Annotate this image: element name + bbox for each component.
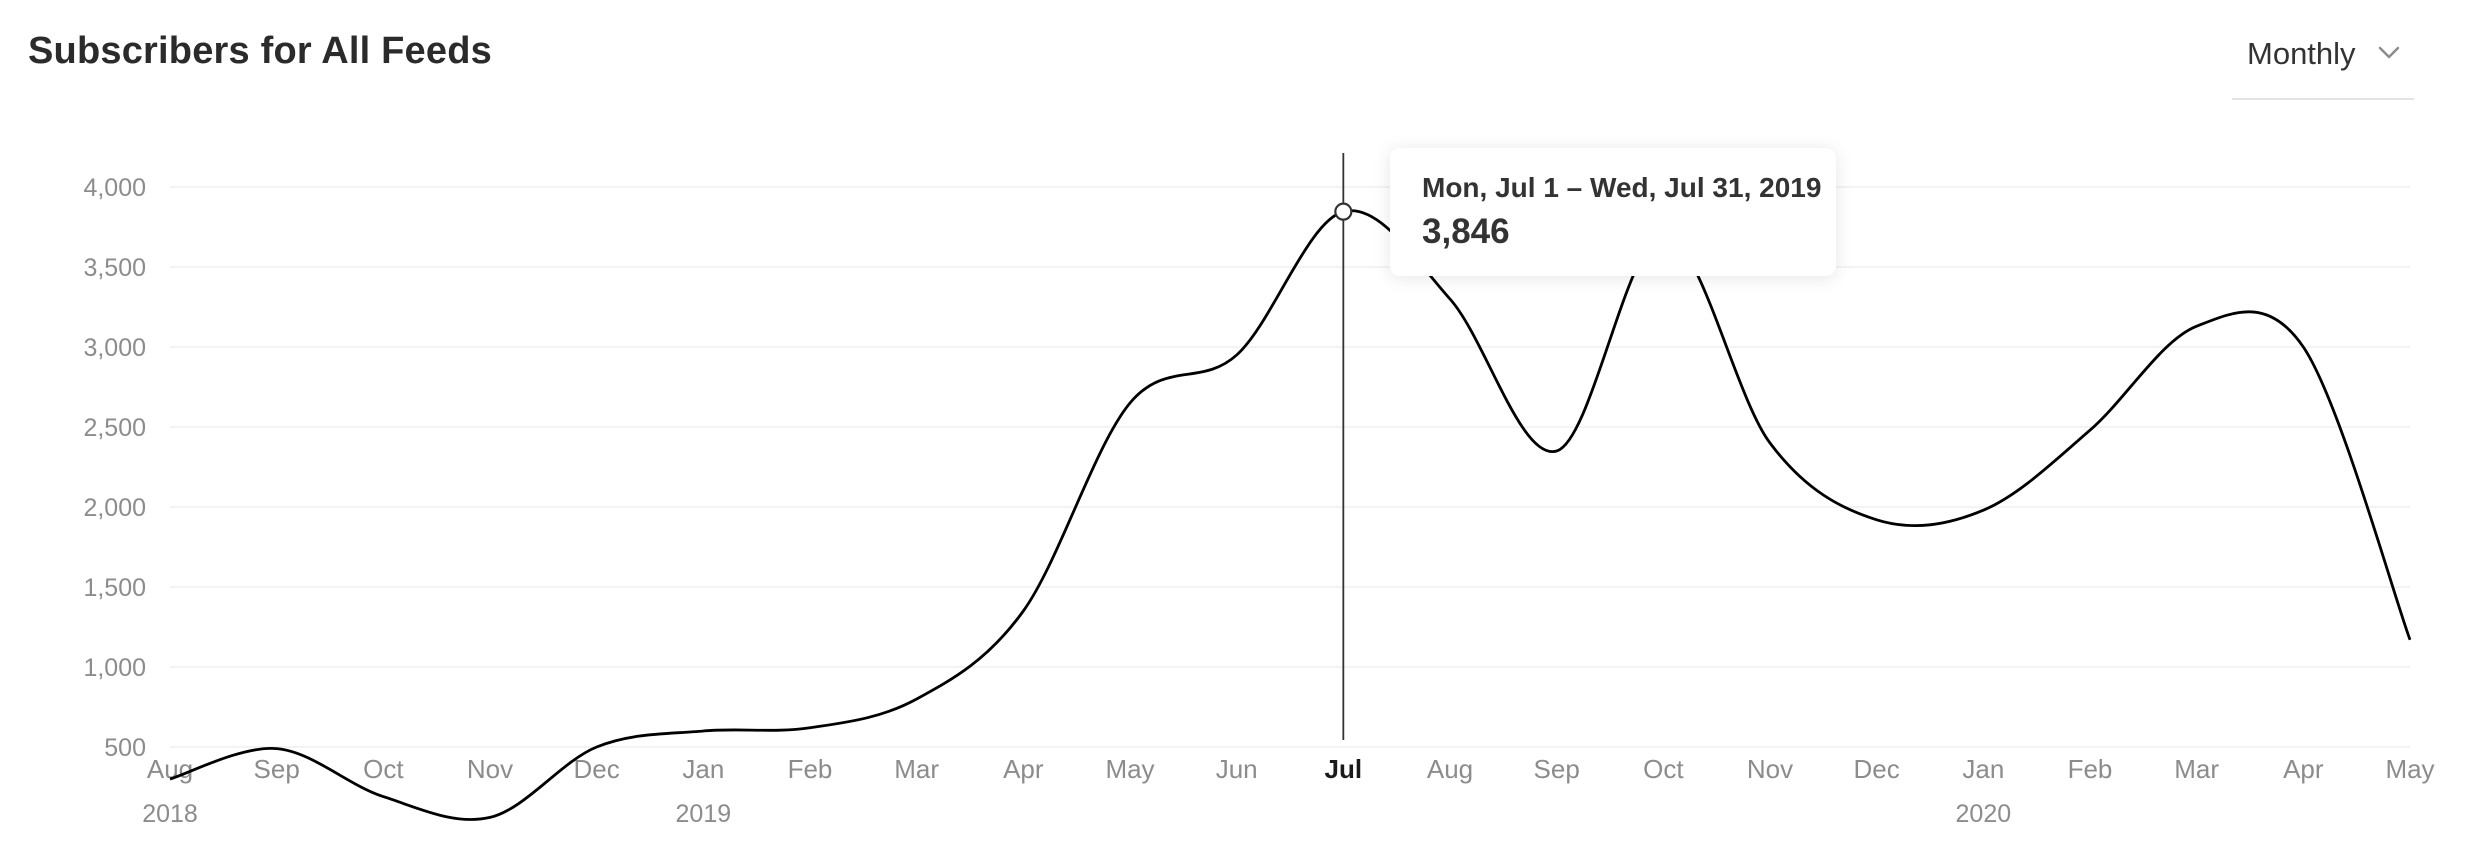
x-tick-label: Nov — [1747, 754, 1793, 784]
x-tick-label: Feb — [2068, 754, 2113, 784]
x-tick-label: Sep — [1534, 754, 1580, 784]
y-tick-label: 2,500 — [83, 414, 146, 442]
x-axis: Aug Sep Oct Nov Dec Jan Feb Mar Apr May Jun Jul Aug S… — [142, 754, 2434, 828]
y-tick-label: 4,000 — [83, 174, 146, 202]
x-year-label: 2018 — [142, 800, 198, 828]
page-title: Subscribers for All Feeds — [28, 30, 492, 72]
x-tick-label: May — [2385, 754, 2434, 784]
x-tick-label: Oct — [363, 754, 404, 784]
x-tick-label: Mar — [894, 754, 939, 784]
x-tick-label: Oct — [1643, 754, 1684, 784]
y-tick-label: 1,500 — [83, 574, 146, 602]
x-tick-label: Aug — [147, 754, 193, 784]
x-tick-label: Aug — [1427, 754, 1473, 784]
hover-layer — [1334, 153, 1353, 740]
y-tick-label: 3,000 — [83, 334, 146, 362]
x-tick-label: Jan — [682, 754, 724, 784]
x-tick-label: Mar — [2174, 754, 2219, 784]
series-line — [169, 209, 2412, 821]
tooltip-date-range: Mon, Jul 1 – Wed, Jul 31, 2019 — [1422, 172, 1822, 203]
x-tick-label: May — [1105, 754, 1154, 784]
y-tick-label: 2,000 — [83, 494, 146, 522]
x-tick-label: Feb — [788, 754, 833, 784]
x-tick-label: Apr — [2283, 754, 2324, 784]
data-tooltip: Mon, Jul 1 – Wed, Jul 31, 2019 3,846 — [1390, 148, 1836, 276]
y-tick-label: 3,500 — [83, 254, 146, 282]
grid-lines — [170, 186, 2410, 748]
x-tick-label: Sep — [254, 754, 300, 784]
x-tick-label: Jun — [1216, 754, 1258, 784]
period-select-label: Monthly — [2247, 36, 2356, 71]
chevron-down-icon — [2378, 46, 2400, 59]
series-layer — [169, 209, 2412, 821]
y-tick-label: 1,000 — [83, 654, 146, 682]
x-tick-label: Jul — [1325, 754, 1363, 784]
x-tick-label: Apr — [1003, 754, 1044, 784]
x-tick-label: Jan — [1962, 754, 2004, 784]
period-select[interactable]: Monthly — [2232, 24, 2414, 100]
x-tick-label: Nov — [467, 754, 513, 784]
hover-point-marker — [1334, 202, 1353, 221]
tooltip-value: 3,846 — [1422, 212, 1510, 251]
y-axis: 500 1,000 1,500 2,000 2,500 3,000 3,500 4,000 — [83, 174, 146, 762]
x-year-label: 2019 — [676, 800, 732, 828]
x-tick-label: Dec — [574, 754, 620, 784]
x-year-label: 2020 — [1956, 800, 2012, 828]
x-tick-label: Dec — [1854, 754, 1900, 784]
y-tick-label: 500 — [104, 734, 146, 762]
